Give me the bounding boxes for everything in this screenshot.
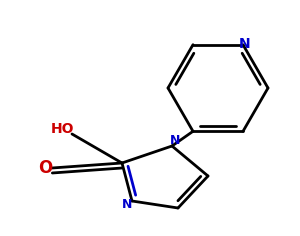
Text: N: N (122, 198, 132, 211)
Text: HO: HO (50, 122, 74, 136)
Text: N: N (239, 37, 251, 51)
Text: N: N (170, 135, 180, 148)
Text: O: O (38, 159, 52, 177)
